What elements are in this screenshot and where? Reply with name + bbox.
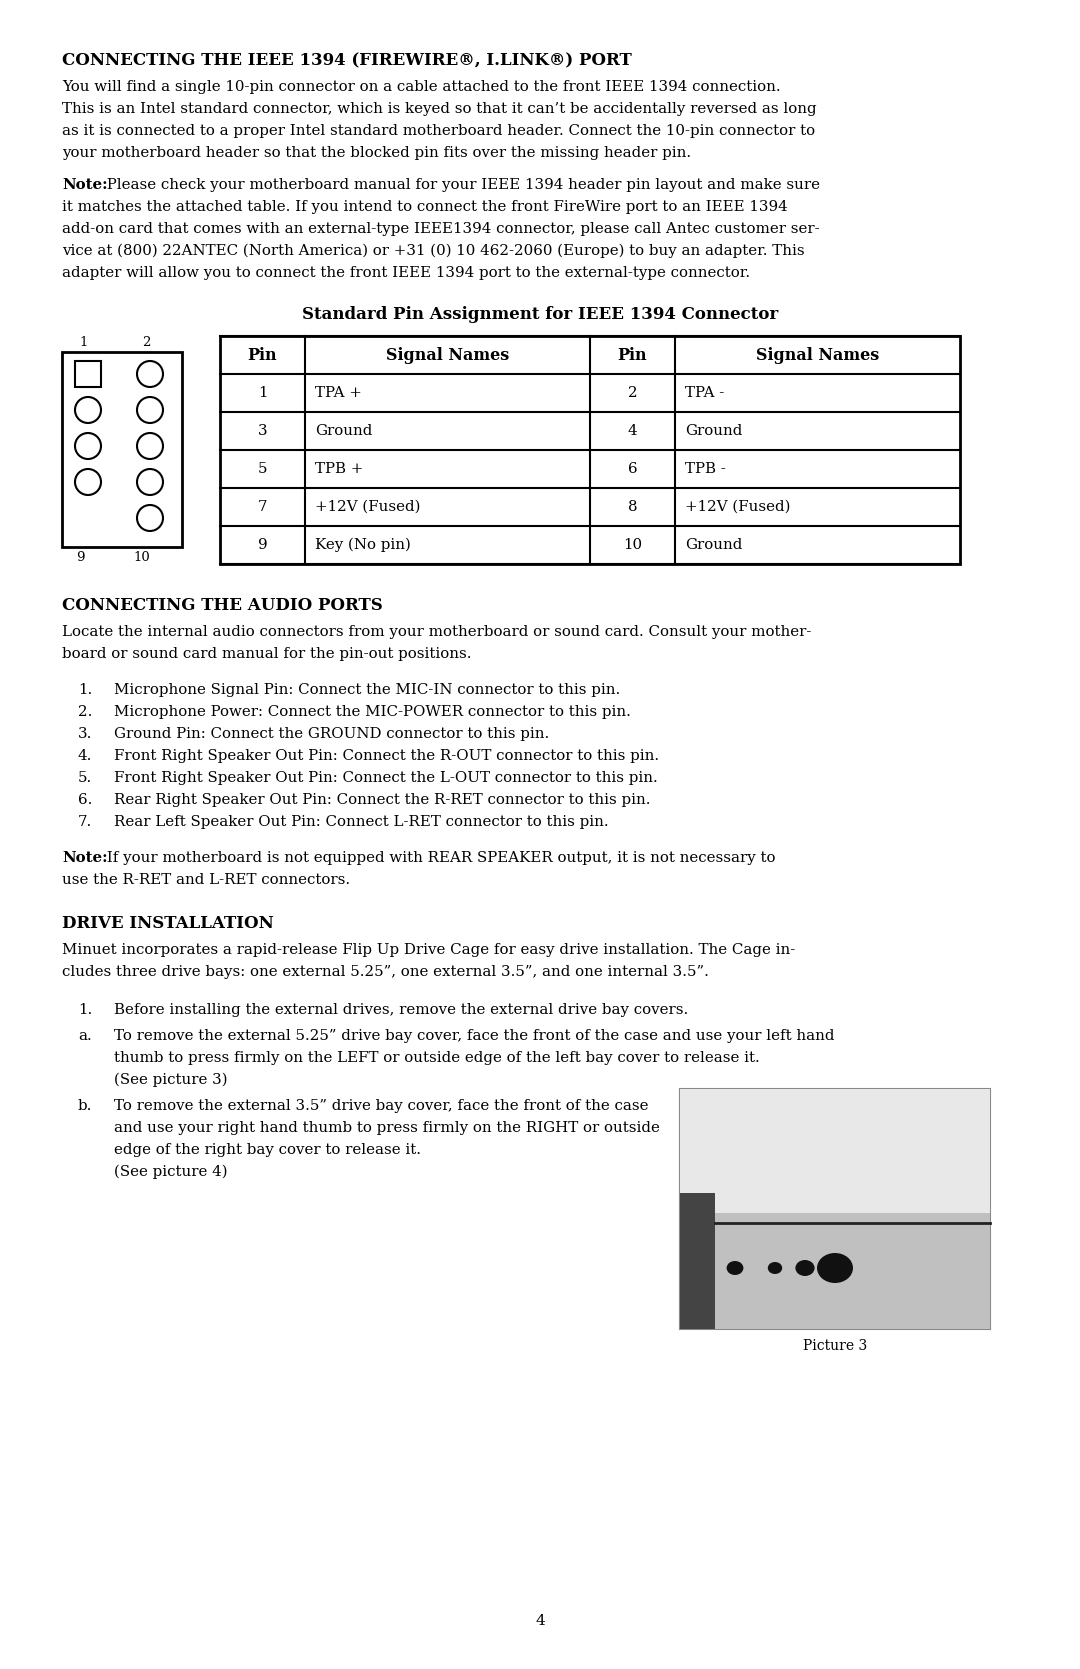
Text: 10: 10 [134,551,150,564]
Text: 1.: 1. [78,683,92,698]
Text: Ground: Ground [685,537,742,552]
Text: +12V (Fused): +12V (Fused) [315,501,420,514]
Circle shape [75,397,102,422]
Text: your motherboard header so that the blocked pin fits over the missing header pin: your motherboard header so that the bloc… [62,145,691,160]
Text: Ground: Ground [315,424,373,437]
Text: Locate the internal audio connectors from your motherboard or sound card. Consul: Locate the internal audio connectors fro… [62,624,811,639]
Text: 10: 10 [623,537,643,552]
Text: CONNECTING THE IEEE 1394 (FIREWIRE®, I.LINK®) PORT: CONNECTING THE IEEE 1394 (FIREWIRE®, I.L… [62,52,632,68]
Ellipse shape [795,1260,814,1277]
Text: 4: 4 [535,1614,545,1627]
Bar [715,1213,990,1329]
Text: TPB -: TPB - [685,462,726,476]
Text: To remove the external 5.25” drive bay cover, face the front of the case and use: To remove the external 5.25” drive bay c… [114,1030,835,1043]
Ellipse shape [816,1253,853,1283]
Text: 7.: 7. [78,814,92,829]
Text: Before installing the external drives, remove the external drive bay covers.: Before installing the external drives, r… [114,1003,688,1016]
Circle shape [137,432,163,459]
Bar [680,1088,990,1213]
Text: 2.: 2. [78,704,93,719]
Text: vice at (800) 22ANTEC (North America) or +31 (0) 10 462-2060 (Europe) to buy an : vice at (800) 22ANTEC (North America) or… [62,244,805,259]
Text: Microphone Power: Connect the MIC-POWER connector to this pin.: Microphone Power: Connect the MIC-POWER … [114,704,631,719]
Text: Note:: Note: [62,851,108,865]
Text: cludes three drive bays: one external 5.25”, one external 3.5”, and one internal: cludes three drive bays: one external 5.… [62,965,708,980]
Circle shape [137,506,163,531]
Text: 9: 9 [76,551,84,564]
Text: adapter will allow you to connect the front IEEE 1394 port to the external-type : adapter will allow you to connect the fr… [62,265,751,280]
Bar [220,335,960,564]
Text: Key (No pin): Key (No pin) [315,537,410,552]
Text: Front Right Speaker Out Pin: Connect the L-OUT connector to this pin.: Front Right Speaker Out Pin: Connect the… [114,771,658,784]
Text: use the R-RET and L-RET connectors.: use the R-RET and L-RET connectors. [62,873,350,886]
Text: TPA +: TPA + [315,386,362,401]
Text: To remove the external 3.5” drive bay cover, face the front of the case: To remove the external 3.5” drive bay co… [114,1098,648,1113]
Text: 3: 3 [258,424,268,437]
Text: If your motherboard is not equipped with REAR SPEAKER output, it is not necessar: If your motherboard is not equipped with… [102,851,775,865]
Text: a.: a. [78,1030,92,1043]
Text: Rear Right Speaker Out Pin: Connect the R-RET connector to this pin.: Rear Right Speaker Out Pin: Connect the … [114,793,650,808]
Text: TPA -: TPA - [685,386,725,401]
Text: Rear Left Speaker Out Pin: Connect L-RET connector to this pin.: Rear Left Speaker Out Pin: Connect L-RET… [114,814,609,829]
Text: 8: 8 [627,501,637,514]
Circle shape [137,361,163,387]
Text: +12V (Fused): +12V (Fused) [685,501,791,514]
Text: 4: 4 [627,424,637,437]
Text: b.: b. [78,1098,93,1113]
Ellipse shape [727,1262,743,1275]
Bar [680,1193,715,1329]
Text: Minuet incorporates a rapid-release Flip Up Drive Cage for easy drive installati: Minuet incorporates a rapid-release Flip… [62,943,795,956]
Text: (See picture 4): (See picture 4) [114,1165,228,1180]
Text: 1: 1 [80,335,89,349]
Text: Front Right Speaker Out Pin: Connect the R-OUT connector to this pin.: Front Right Speaker Out Pin: Connect the… [114,749,659,763]
Circle shape [137,469,163,496]
Circle shape [75,432,102,459]
Text: Pin: Pin [618,347,647,364]
Text: DRIVE INSTALLATION: DRIVE INSTALLATION [62,915,273,931]
Text: board or sound card manual for the pin-out positions.: board or sound card manual for the pin-o… [62,648,472,661]
Text: 6.: 6. [78,793,93,808]
Text: and use your right hand thumb to press firmly on the RIGHT or outside: and use your right hand thumb to press f… [114,1122,660,1135]
Text: thumb to press firmly on the LEFT or outside edge of the left bay cover to relea: thumb to press firmly on the LEFT or out… [114,1051,759,1065]
Text: 2: 2 [141,335,150,349]
Bar [680,1088,990,1329]
Text: Signal Names: Signal Names [386,347,509,364]
Bar [75,361,102,387]
Text: Please check your motherboard manual for your IEEE 1394 header pin layout and ma: Please check your motherboard manual for… [102,179,820,192]
Text: 6: 6 [627,462,637,476]
Text: Picture 3: Picture 3 [802,1339,867,1354]
Text: This is an Intel standard connector, which is keyed so that it can’t be accident: This is an Intel standard connector, whi… [62,102,816,117]
Text: Microphone Signal Pin: Connect the MIC-IN connector to this pin.: Microphone Signal Pin: Connect the MIC-I… [114,683,620,698]
Text: 2: 2 [627,386,637,401]
Text: Ground: Ground [685,424,742,437]
Text: as it is connected to a proper Intel standard motherboard header. Connect the 10: as it is connected to a proper Intel sta… [62,124,815,139]
Text: edge of the right bay cover to release it.: edge of the right bay cover to release i… [114,1143,421,1157]
Ellipse shape [768,1262,782,1273]
Text: You will find a single 10-pin connector on a cable attached to the front IEEE 13: You will find a single 10-pin connector … [62,80,781,93]
Text: 3.: 3. [78,728,93,741]
Text: 1.: 1. [78,1003,92,1016]
Circle shape [75,469,102,496]
Text: Ground Pin: Connect the GROUND connector to this pin.: Ground Pin: Connect the GROUND connector… [114,728,550,741]
Text: it matches the attached table. If you intend to connect the front FireWire port : it matches the attached table. If you in… [62,200,787,214]
Bar [62,352,183,547]
Text: Note:: Note: [62,179,108,192]
Text: Pin: Pin [247,347,278,364]
Text: (See picture 3): (See picture 3) [114,1073,228,1088]
Text: add-on card that comes with an external-type IEEE1394 connector, please call Ant: add-on card that comes with an external-… [62,222,820,235]
Text: 7: 7 [258,501,267,514]
Text: 1: 1 [258,386,267,401]
Circle shape [137,397,163,422]
Text: 5.: 5. [78,771,92,784]
Text: CONNECTING THE AUDIO PORTS: CONNECTING THE AUDIO PORTS [62,598,382,614]
Text: 4.: 4. [78,749,93,763]
Text: TPB +: TPB + [315,462,363,476]
Text: Standard Pin Assignment for IEEE 1394 Connector: Standard Pin Assignment for IEEE 1394 Co… [302,305,778,324]
Text: Signal Names: Signal Names [756,347,879,364]
Text: 5: 5 [258,462,267,476]
Text: 9: 9 [258,537,268,552]
